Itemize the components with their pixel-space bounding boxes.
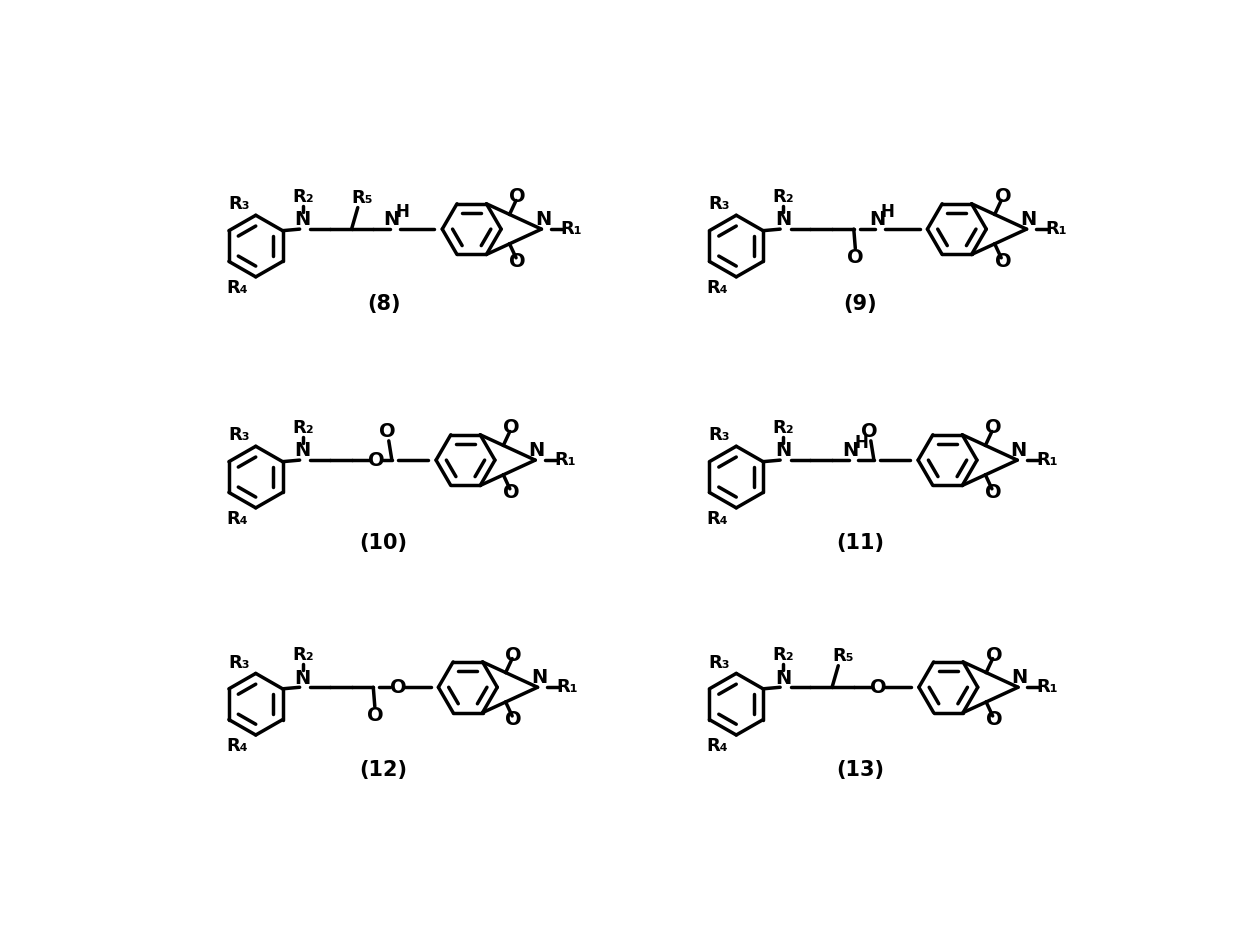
Text: N: N [534, 209, 551, 229]
Text: R₄: R₄ [707, 510, 728, 528]
Text: R₁: R₁ [560, 220, 582, 238]
Text: N: N [295, 669, 311, 687]
Text: O: O [986, 645, 1003, 665]
Text: N: N [383, 209, 401, 229]
Text: N: N [528, 441, 544, 460]
Text: (12): (12) [360, 759, 408, 780]
Text: R₃: R₃ [708, 654, 730, 672]
Text: N: N [775, 669, 791, 687]
Text: R₁: R₁ [1037, 678, 1058, 696]
Text: N: N [775, 442, 791, 460]
Text: R₃: R₃ [228, 195, 249, 214]
Text: R₄: R₄ [227, 278, 248, 297]
Text: R₄: R₄ [707, 278, 728, 297]
Text: N: N [531, 668, 547, 686]
Text: R₂: R₂ [291, 418, 314, 437]
Text: R₅: R₅ [352, 190, 373, 207]
Text: O: O [986, 710, 1003, 729]
Text: R₃: R₃ [228, 654, 249, 672]
Text: R₂: R₂ [291, 646, 314, 664]
Text: O: O [367, 706, 383, 726]
Text: R₁: R₁ [1035, 451, 1058, 469]
Text: N: N [775, 210, 791, 230]
Text: O: O [994, 252, 1011, 271]
Text: O: O [994, 188, 1011, 206]
Text: (8): (8) [367, 294, 401, 314]
Text: R₂: R₂ [773, 418, 794, 437]
Text: O: O [506, 710, 522, 729]
Text: R₂: R₂ [773, 188, 794, 205]
Text: R₃: R₃ [708, 195, 730, 214]
Text: O: O [503, 483, 520, 502]
Text: (10): (10) [360, 532, 408, 553]
Text: O: O [510, 252, 526, 271]
Text: O: O [870, 678, 887, 697]
Text: N: N [1011, 441, 1027, 460]
Text: R₅: R₅ [832, 647, 853, 665]
Text: H: H [880, 204, 895, 221]
Text: O: O [389, 678, 407, 697]
Text: O: O [368, 450, 384, 470]
Text: R₄: R₄ [707, 737, 728, 755]
Text: N: N [1012, 668, 1028, 686]
Text: N: N [869, 209, 885, 229]
Text: O: O [986, 483, 1002, 502]
Text: H: H [396, 204, 409, 221]
Text: N: N [1021, 209, 1037, 229]
Text: R₁: R₁ [557, 678, 578, 696]
Text: O: O [510, 188, 526, 206]
Text: O: O [861, 422, 878, 441]
Text: R₃: R₃ [228, 427, 249, 445]
Text: R₃: R₃ [708, 427, 730, 445]
Text: N: N [842, 441, 859, 460]
Text: R₂: R₂ [773, 646, 794, 664]
Text: R₄: R₄ [227, 510, 248, 528]
Text: (13): (13) [836, 759, 884, 780]
Text: O: O [503, 418, 520, 437]
Text: O: O [986, 418, 1002, 437]
Text: R₁: R₁ [554, 451, 575, 469]
Text: O: O [506, 645, 522, 665]
Text: R₁: R₁ [1045, 220, 1066, 238]
Text: R₂: R₂ [291, 188, 314, 205]
Text: R₄: R₄ [227, 737, 248, 755]
Text: O: O [847, 248, 863, 267]
Text: N: N [295, 210, 311, 230]
Text: (11): (11) [836, 532, 884, 553]
Text: O: O [379, 422, 396, 441]
Text: N: N [295, 442, 311, 460]
Text: H: H [854, 434, 868, 452]
Text: (9): (9) [843, 294, 877, 314]
